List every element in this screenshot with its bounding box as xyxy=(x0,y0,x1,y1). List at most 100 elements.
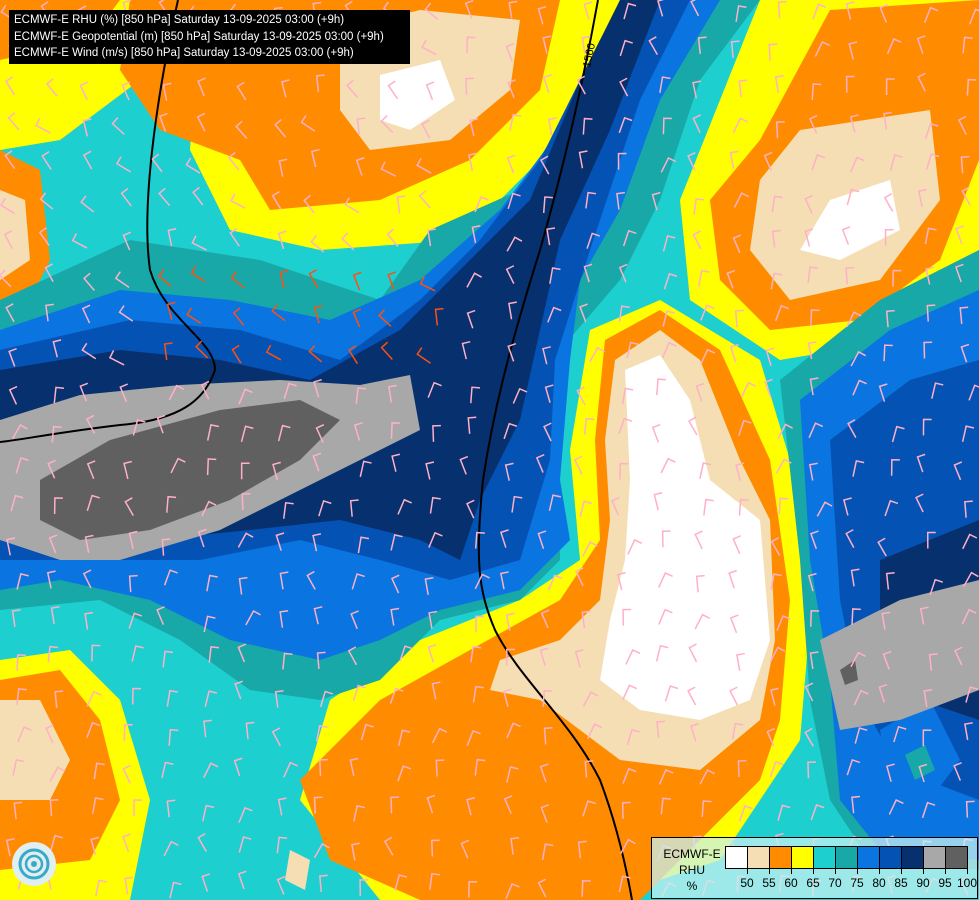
wind-barb xyxy=(618,305,630,323)
legend-tick-label: 100 xyxy=(956,876,978,890)
wind-barb xyxy=(622,608,632,626)
wind-barb xyxy=(582,800,596,817)
wind-barb xyxy=(770,272,783,290)
legend-tick-label: 80 xyxy=(872,876,886,890)
wind-barb xyxy=(883,111,892,130)
wind-barb xyxy=(351,842,360,861)
wind-barb xyxy=(161,538,171,556)
wind-barb xyxy=(156,606,165,625)
wind-barb xyxy=(735,462,745,481)
wind-barb xyxy=(48,534,58,554)
wind-barb xyxy=(197,528,207,548)
wind-barb xyxy=(359,460,372,478)
wind-barb xyxy=(618,263,628,283)
wind-barb xyxy=(303,194,315,214)
wind-barb xyxy=(0,197,16,215)
wind-barb xyxy=(770,573,782,591)
wind-barb xyxy=(206,423,219,441)
wind-barb xyxy=(692,230,702,250)
wind-barb xyxy=(583,417,595,435)
wind-barb xyxy=(503,795,513,814)
wind-barb xyxy=(732,234,742,254)
wind-barb xyxy=(619,39,633,57)
wind-barb xyxy=(195,340,209,359)
wind-barb xyxy=(921,801,936,819)
wind-barb xyxy=(429,872,440,890)
wind-barb xyxy=(812,3,827,20)
wind-barb xyxy=(695,382,705,402)
wind-barb xyxy=(774,74,784,93)
wind-barb xyxy=(688,416,698,436)
wind-barb xyxy=(316,651,326,670)
wind-barb xyxy=(387,271,397,291)
wind-barb xyxy=(390,796,400,814)
wind-barb xyxy=(466,797,475,816)
wind-barb xyxy=(80,195,95,213)
wind-barb xyxy=(201,873,211,892)
title-geopotential: ECMWF-E Geopotential (m) [850 hPa] Satur… xyxy=(14,30,384,43)
wind-barb xyxy=(735,5,747,22)
wind-barb xyxy=(968,384,979,401)
wind-barb xyxy=(464,0,474,19)
wind-barb xyxy=(955,225,964,244)
wind-barb xyxy=(308,345,323,363)
wind-barb xyxy=(807,266,819,284)
wind-barb xyxy=(662,341,677,358)
wind-barb xyxy=(315,424,325,443)
wind-barb xyxy=(737,759,747,777)
wind-barb xyxy=(847,419,857,438)
wind-barb xyxy=(461,340,471,360)
wind-barb xyxy=(892,269,902,287)
wind-barb xyxy=(428,531,443,548)
wind-barb xyxy=(507,192,521,210)
wind-barb xyxy=(846,188,860,206)
wind-barb xyxy=(208,646,220,663)
wind-barb xyxy=(777,1,787,19)
wind-barb xyxy=(12,759,25,776)
wind-barb xyxy=(53,497,63,515)
wind-barb xyxy=(804,228,814,247)
wind-barb xyxy=(271,727,281,747)
wind-barb xyxy=(352,684,367,702)
wind-barb xyxy=(700,348,716,365)
wind-barb xyxy=(961,425,975,442)
wind-barb xyxy=(81,342,97,360)
wind-barb xyxy=(45,724,54,744)
wind-barb xyxy=(272,461,281,481)
wind-barb xyxy=(390,533,403,551)
wind-barb xyxy=(688,643,698,663)
wind-barb xyxy=(468,152,477,171)
wind-barb xyxy=(347,646,358,666)
wind-barb xyxy=(928,653,938,671)
wind-barb xyxy=(310,235,325,253)
wind-barb xyxy=(917,72,926,92)
wind-barb xyxy=(122,231,132,251)
wind-barb xyxy=(204,690,218,707)
wind-barb xyxy=(282,652,293,670)
wind-barb xyxy=(54,690,64,708)
wind-barb xyxy=(777,423,793,439)
wind-barb xyxy=(885,78,895,96)
wind-barb xyxy=(166,689,178,707)
wind-barb xyxy=(0,269,12,288)
wind-barb xyxy=(276,836,288,854)
wind-barb xyxy=(35,118,51,134)
wind-barb xyxy=(661,530,671,548)
wind-barb xyxy=(162,82,172,101)
wind-barb xyxy=(616,191,625,210)
wind-barb xyxy=(879,3,889,23)
wind-barb xyxy=(431,839,440,857)
wind-barb xyxy=(771,195,783,213)
wind-barb xyxy=(45,303,54,322)
wind-barb xyxy=(283,761,298,778)
wind-barb xyxy=(506,154,516,174)
wind-barb xyxy=(882,650,892,670)
wind-barb xyxy=(959,306,969,324)
wind-barb xyxy=(91,644,101,662)
wind-barb xyxy=(850,568,860,587)
wind-barb xyxy=(238,576,248,595)
wind-barb xyxy=(845,266,855,285)
wind-barb xyxy=(583,263,593,283)
wind-barb xyxy=(926,304,936,322)
wind-barb xyxy=(655,644,669,662)
